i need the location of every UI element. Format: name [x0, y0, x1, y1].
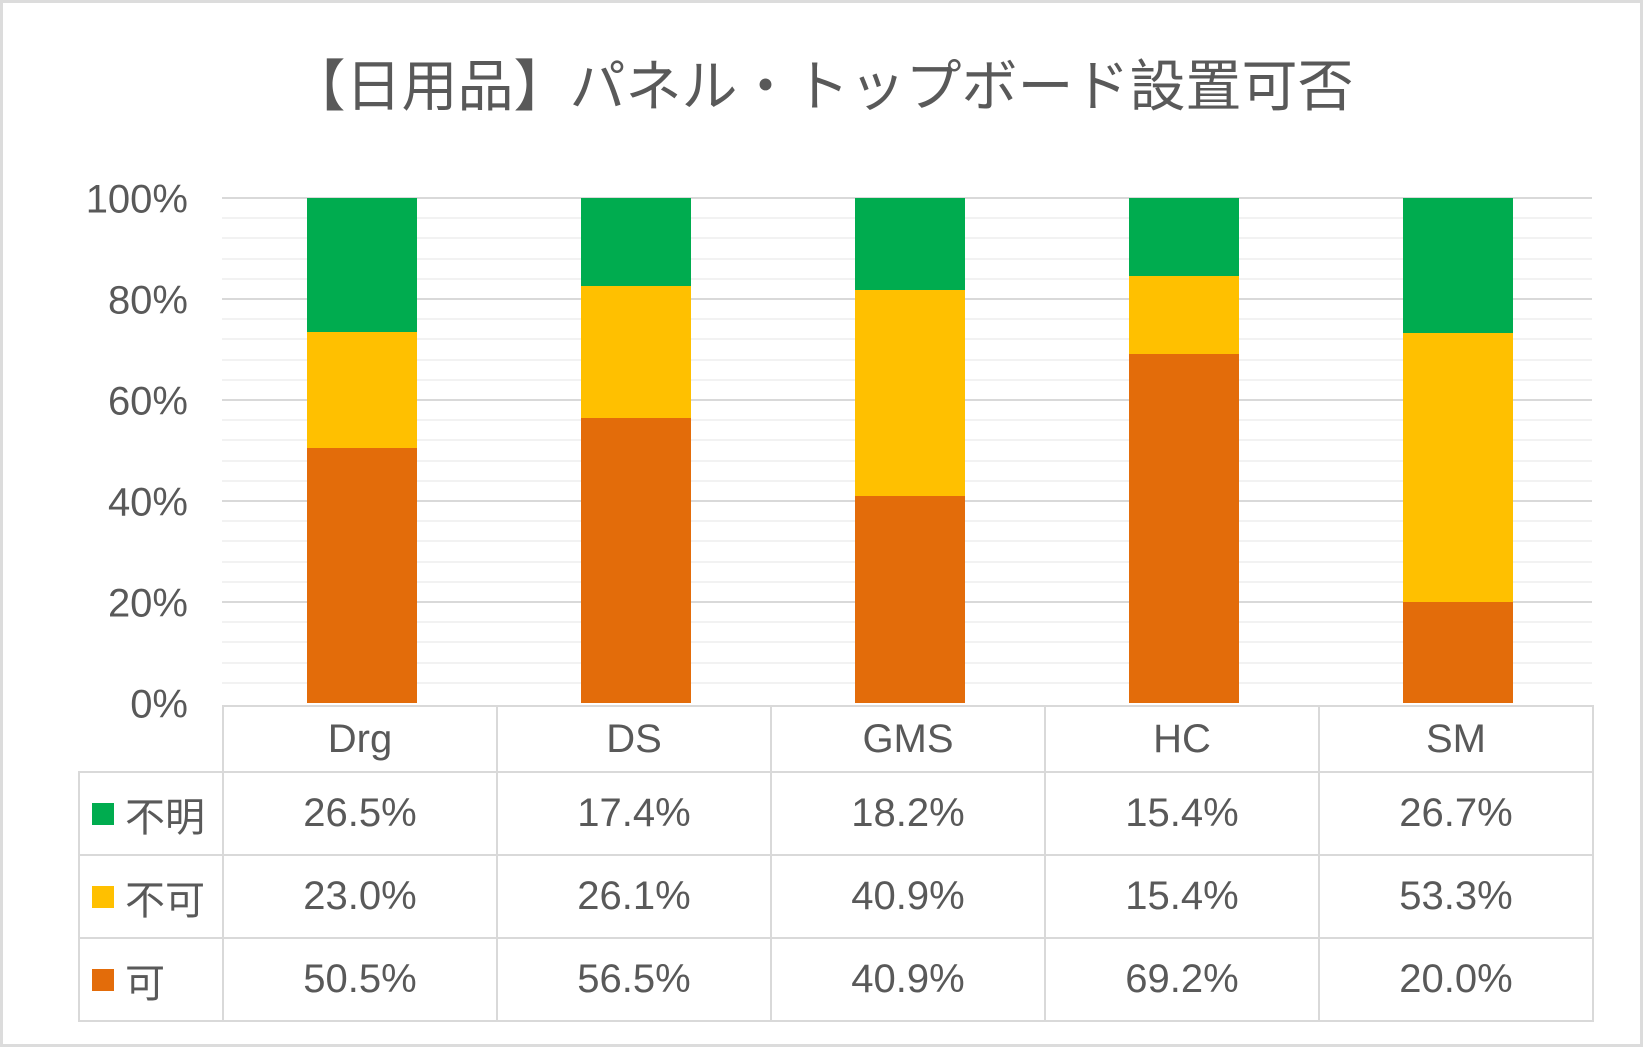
bar-segment-not-allowed — [1403, 332, 1513, 602]
table-cell: 56.5% — [496, 937, 772, 1022]
legend-key: 可 — [78, 937, 224, 1022]
legend-key: 不可 — [78, 854, 224, 939]
table-cell: 69.2% — [1044, 937, 1320, 1022]
chart-title: 【日用品】パネル・トップボード設置可否 — [289, 55, 1354, 118]
legend-swatch-allowed — [92, 968, 114, 991]
bar-segment-not-allowed — [1129, 275, 1239, 354]
legend-label: 可 — [125, 961, 165, 1006]
legend-key: 不明 — [78, 771, 224, 856]
table-cell: 15.4% — [1044, 771, 1320, 856]
column-header: SM — [1318, 705, 1594, 773]
bar-segment-unknown — [1403, 198, 1513, 333]
bar-segment-not-allowed — [307, 331, 417, 448]
table-cell: 53.3% — [1318, 854, 1594, 939]
table-cell: 20.0% — [1318, 937, 1594, 1022]
data-table: Drg DS GMS HC SM 不明 26.5% 17.4% 18.2% 15… — [78, 705, 1594, 1022]
y-axis-tick-label: 60% — [107, 379, 188, 424]
table-cell: 18.2% — [770, 771, 1046, 856]
bar-segment-not-allowed — [581, 285, 691, 418]
column-header: GMS — [770, 705, 1046, 773]
table-row: 不可 23.0% 26.1% 40.9% 15.4% 53.3% — [78, 854, 1594, 939]
y-axis-tick-label: 100% — [85, 177, 188, 222]
bar-segment-unknown — [855, 198, 965, 290]
bar-gms — [855, 198, 965, 703]
bar-segment-unknown — [1129, 198, 1239, 276]
bar-hc — [1129, 198, 1239, 703]
table-cell: 26.1% — [496, 854, 772, 939]
legend-swatch-not-allowed — [92, 885, 114, 908]
table-cell: 40.9% — [770, 854, 1046, 939]
column-header: HC — [1044, 705, 1320, 773]
table-row: 不明 26.5% 17.4% 18.2% 15.4% 26.7% — [78, 771, 1594, 856]
table-cell: 23.0% — [222, 854, 498, 939]
legend-swatch-unknown — [92, 802, 114, 825]
bar-sm — [1403, 198, 1513, 703]
bar-segment-allowed — [581, 417, 691, 703]
table-cell: 17.4% — [496, 771, 772, 856]
y-axis-tick-label: 0% — [130, 682, 188, 727]
bar-drg — [307, 198, 417, 703]
y-axis-tick-label: 20% — [107, 581, 188, 626]
bar-segment-unknown — [307, 198, 417, 332]
table-cell: 50.5% — [222, 937, 498, 1022]
table-corner-empty — [79, 706, 223, 772]
bar-ds — [581, 198, 691, 703]
bar-segment-allowed — [1129, 353, 1239, 703]
table-cell: 40.9% — [770, 937, 1046, 1022]
table-row: 可 50.5% 56.5% 40.9% 69.2% 20.0% — [78, 937, 1594, 1022]
table-header-row: Drg DS GMS HC SM — [79, 705, 1594, 773]
y-axis-tick-label: 80% — [107, 278, 188, 323]
table-cell: 26.7% — [1318, 771, 1594, 856]
bar-segment-unknown — [581, 198, 691, 286]
table-cell: 15.4% — [1044, 854, 1320, 939]
column-header: Drg — [222, 705, 498, 773]
legend-label: 不可 — [125, 878, 205, 923]
legend-label: 不明 — [125, 795, 205, 840]
column-header: DS — [496, 705, 772, 773]
y-axis-tick-label: 40% — [107, 480, 188, 525]
bar-segment-not-allowed — [855, 289, 965, 497]
bar-segment-allowed — [307, 447, 417, 703]
table-cell: 26.5% — [222, 771, 498, 856]
bar-segment-allowed — [1403, 601, 1513, 703]
plot-area — [222, 197, 1592, 703]
bar-segment-allowed — [855, 496, 965, 703]
